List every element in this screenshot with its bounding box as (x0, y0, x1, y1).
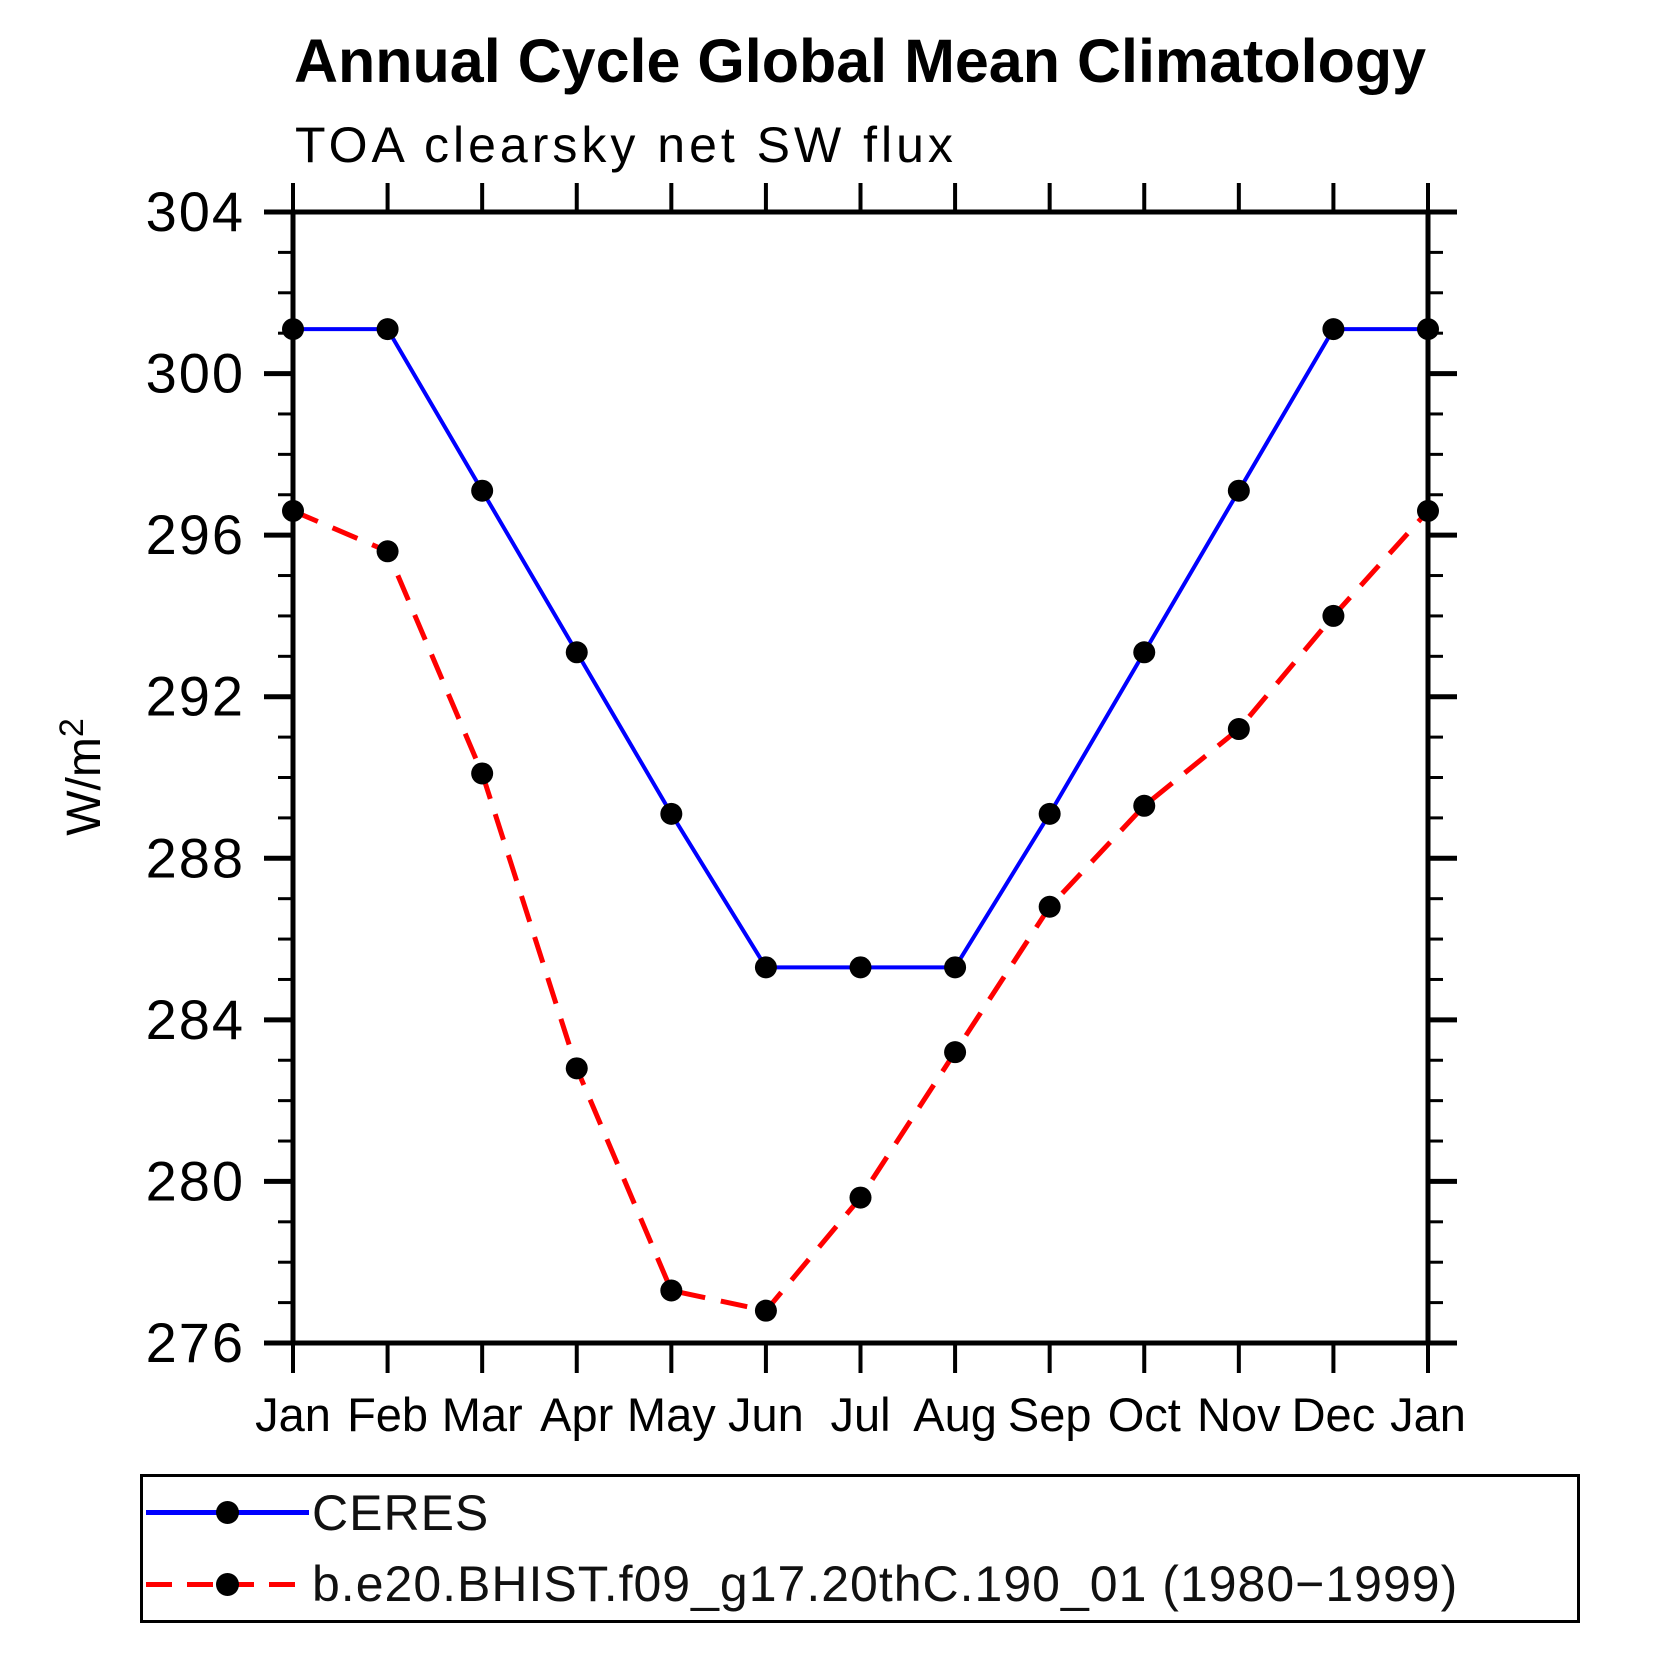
data-point-marker (849, 1186, 872, 1209)
legend-line-sample-model (146, 1572, 309, 1596)
data-point-marker (849, 956, 872, 979)
data-point-marker (471, 762, 494, 785)
data-point-marker (376, 540, 399, 563)
series-layer (282, 318, 1439, 1322)
data-point-marker (282, 499, 304, 522)
x-tick-label: Jun (728, 1388, 804, 1441)
data-point-marker (754, 1299, 777, 1322)
data-point-marker (660, 802, 683, 825)
y-axis-label: W/m2 (53, 718, 111, 836)
legend-marker-dot (216, 1572, 239, 1596)
legend-item-ceres: CERES (143, 1480, 1577, 1546)
x-tick-label: Oct (1108, 1388, 1181, 1441)
x-tick-label: Dec (1292, 1388, 1376, 1441)
data-point-marker (1133, 641, 1156, 664)
data-point-marker (1322, 318, 1345, 341)
x-tick-label: Sep (1008, 1388, 1092, 1441)
data-point-marker (471, 479, 494, 502)
data-point-marker (282, 318, 304, 341)
x-tick-label: Aug (913, 1388, 997, 1441)
x-tick-label: Jan (1390, 1388, 1466, 1441)
legend-box: CERES b.e20.BHIST.f09_g17.20thC.190_01 (… (140, 1474, 1580, 1623)
legend-line-sample-ceres (146, 1501, 309, 1525)
data-point-marker (1038, 802, 1061, 825)
x-tick-label: Jan (255, 1388, 331, 1441)
data-point-marker (1322, 604, 1345, 627)
y-tick-label: 288 (146, 826, 245, 889)
legend-label-model: b.e20.BHIST.f09_g17.20thC.190_01 (1980−1… (312, 1556, 1459, 1613)
x-tick-label: Feb (347, 1388, 428, 1441)
y-tick-label: 304 (146, 180, 245, 243)
legend-label-ceres: CERES (312, 1484, 490, 1541)
y-tick-label: 300 (146, 342, 245, 405)
data-point-marker (660, 1279, 683, 1302)
data-point-marker (1133, 794, 1156, 817)
y-axis-label-superscript: 2 (53, 718, 91, 737)
data-point-marker (376, 318, 399, 341)
y-tick-label: 292 (146, 665, 245, 728)
data-point-marker (1417, 499, 1439, 522)
chart-subtitle: TOA clearsky net SW flux (295, 117, 957, 173)
data-point-marker (754, 956, 777, 979)
legend-item-model: b.e20.BHIST.f09_g17.20thC.190_01 (1980−1… (143, 1551, 1577, 1617)
data-point-marker (565, 641, 588, 664)
y-tick-label: 284 (146, 988, 245, 1051)
series-line (293, 327, 1428, 970)
x-tick-label: May (627, 1388, 716, 1441)
x-tick-label: Nov (1197, 1388, 1281, 1441)
data-point-marker (944, 956, 967, 979)
data-point-marker (1038, 895, 1061, 918)
data-point-marker (1417, 318, 1439, 341)
y-axis-label-base: W/m (58, 737, 111, 836)
data-point-marker (1227, 479, 1250, 502)
data-point-marker (565, 1057, 588, 1080)
x-tick-label: Jul (830, 1388, 890, 1441)
plot-frame (290, 209, 1431, 1346)
x-tick-label: Apr (540, 1388, 613, 1441)
y-tick-label: 296 (146, 503, 245, 566)
y-tick-label: 276 (146, 1311, 245, 1374)
data-point-marker (1227, 718, 1250, 741)
y-tick-label: 280 (146, 1149, 245, 1212)
legend-marker-dot (216, 1501, 239, 1525)
x-tick-label: Mar (442, 1388, 523, 1441)
chart-title: Annual Cycle Global Mean Climatology (294, 27, 1426, 95)
data-point-marker (944, 1041, 967, 1064)
